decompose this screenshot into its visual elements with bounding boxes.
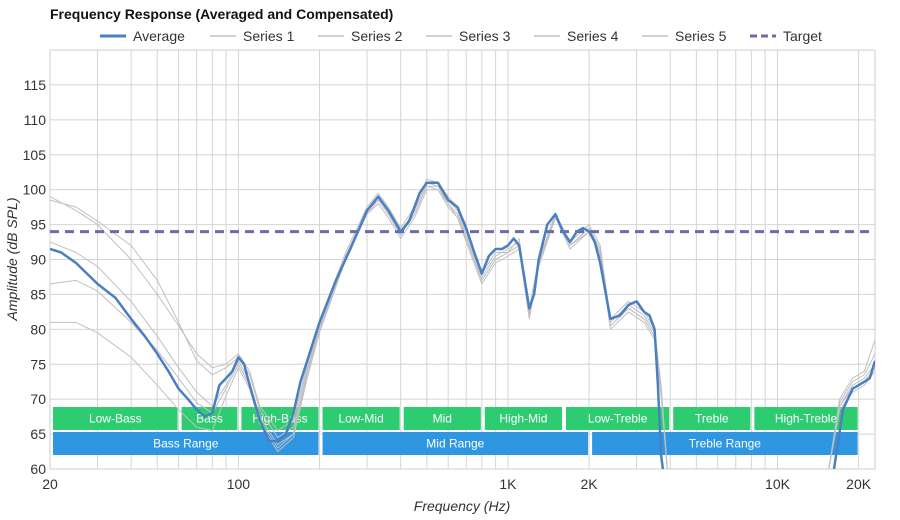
band-label: High-Treble (775, 412, 838, 426)
frequency-bands: Low-Bass Bass High-Bass Low-Mid Mid High-Mid L… (53, 407, 858, 455)
y-axis-label: Amplitude (dB SPL) (4, 198, 20, 322)
band-label: Low-Bass (89, 412, 142, 426)
y-tick-label: 90 (30, 252, 46, 268)
plot-frame (49, 49, 876, 470)
band-high-treble (754, 407, 858, 430)
legend-label: Series 5 (675, 28, 727, 44)
series-line-average (50, 181, 875, 469)
series-line-series-4 (50, 185, 875, 469)
band-bass (181, 407, 238, 430)
band-label: Mid (433, 412, 452, 426)
y-tick-label: 75 (30, 356, 46, 372)
band-bass-range (53, 432, 319, 455)
band-label: Mid Range (426, 437, 484, 451)
band-low-mid (322, 407, 400, 430)
y-tick-label: 65 (30, 426, 46, 442)
chart-title: Frequency Response (Averaged and Compens… (50, 6, 393, 22)
x-tick-label: 100 (227, 476, 251, 492)
band-label: Low-Mid (338, 412, 383, 426)
y-tick-label: 95 (30, 217, 46, 233)
x-tick-label: 1K (499, 476, 517, 492)
band-high-mid (484, 407, 562, 430)
y-tick-label: 70 (30, 391, 46, 407)
x-axis-ticks: 20 100 1K 2K 10K 20K (42, 476, 872, 492)
band-label: Bass Range (153, 437, 219, 451)
x-tick-label: 20K (846, 476, 872, 492)
band-label: High-Mid (499, 412, 547, 426)
x-tick-label: 2K (581, 476, 599, 492)
y-axis-ticks: 60 65 70 75 80 85 90 95 100 105 110 115 (23, 77, 47, 477)
x-tick-label: 20 (42, 476, 58, 492)
band-mid-range (322, 432, 589, 455)
band-treble (673, 407, 751, 430)
band-label: Treble (695, 412, 729, 426)
x-axis-label: Frequency (Hz) (414, 498, 510, 514)
y-tick-label: 105 (23, 147, 47, 163)
y-tick-label: 115 (24, 77, 47, 93)
y-tick-label: 60 (30, 461, 46, 477)
legend-label: Series 3 (459, 28, 511, 44)
y-tick-label: 80 (30, 321, 46, 337)
band-treble-range (592, 432, 858, 455)
y-tick-label: 100 (23, 182, 47, 198)
y-tick-label: 85 (30, 286, 46, 302)
band-low-treble (565, 407, 670, 430)
legend: Average Series 1 Series 2 Series 3 Series 4 S… (100, 28, 822, 44)
grid (49, 49, 876, 470)
band-label: Treble Range (689, 437, 762, 451)
legend-label: Series 2 (351, 28, 403, 44)
legend-label: Series 1 (243, 28, 295, 44)
band-low-bass (53, 407, 178, 430)
legend-label: Target (783, 28, 822, 44)
series-line-series-5 (50, 189, 875, 469)
x-tick-label: 10K (765, 476, 791, 492)
legend-label: Average (133, 28, 185, 44)
legend-label: Series 4 (567, 28, 619, 44)
series-lines (50, 178, 875, 469)
band-mid (403, 407, 481, 430)
y-tick-label: 110 (24, 112, 47, 128)
band-label: Low-Treble (588, 412, 648, 426)
